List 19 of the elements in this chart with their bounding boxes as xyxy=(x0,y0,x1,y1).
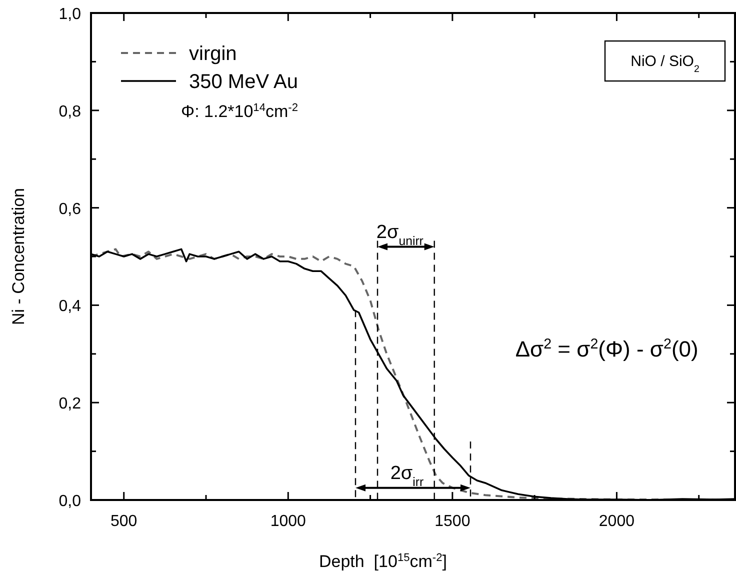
x-tick-label: 2000 xyxy=(598,513,635,530)
x-axis-title: Depth [10$^{15}$cm$^{-2}$] xyxy=(319,552,447,571)
x-tick-label: 1500 xyxy=(434,513,470,530)
annotation: Φ: 1.2*10$^{14}$cm$^{-2}$ xyxy=(181,102,298,121)
x-tick-label: 1000 xyxy=(270,513,306,530)
annotation: 2σ$_{irr}$ xyxy=(390,462,424,489)
annotation: NiO / SiO$_{2}$ xyxy=(630,53,700,74)
annotation: 2σ$_{unirr}$ xyxy=(376,222,424,248)
x-tick-label: 500 xyxy=(110,513,138,530)
y-tick-label: 0,6 xyxy=(58,200,82,218)
y-tick-label: 0,4 xyxy=(58,298,82,316)
y-tick-label: 0,8 xyxy=(58,103,82,120)
annotation: Δσ$^{2}$ = σ$^{2}$(Φ) - σ$^{2}$(0) xyxy=(515,336,698,362)
y-axis-title: Ni - Concentration xyxy=(9,188,28,326)
legend-label: virgin xyxy=(189,43,237,65)
y-tick-label: 0,0 xyxy=(58,493,82,510)
legend-label: 350 MeV Au xyxy=(189,71,298,93)
y-tick-label: 1,0 xyxy=(58,6,82,23)
y-tick-label: 0,2 xyxy=(58,396,82,413)
